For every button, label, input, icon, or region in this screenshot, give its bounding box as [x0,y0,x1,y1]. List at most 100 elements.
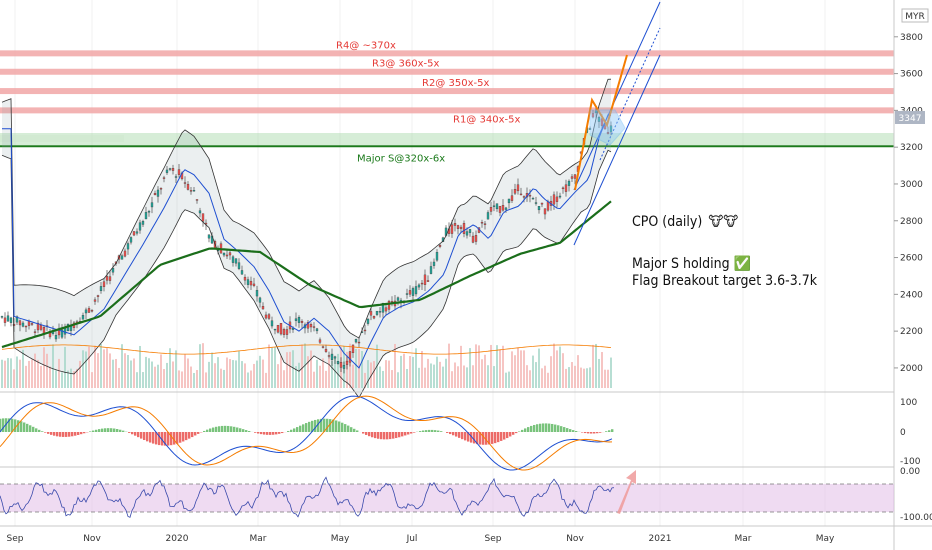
macd-histogram-bar [41,431,44,432]
volume-ma [1,344,612,355]
macd-histogram-bar [245,430,248,432]
candle-body [249,280,253,286]
volume-bar [55,370,57,388]
macd-histogram-bar [239,428,242,432]
volume-bar [97,353,99,388]
volume-bar [85,351,87,388]
candle-body [351,344,355,354]
macd-histogram-bar [59,432,62,437]
volume-bar [100,343,102,388]
macd-histogram-bar [269,432,272,435]
volume-bar [184,354,186,388]
candle-body [372,316,376,319]
volume-bar [196,370,198,388]
volume-bar [25,365,27,388]
macd-histogram-bar [515,432,518,434]
candle-body [165,169,169,173]
volume-bar [160,354,162,388]
flag-target-line [574,54,628,191]
macd-histogram-bar [8,418,11,432]
volume-bar [505,372,507,388]
candle-body [177,169,181,175]
volume-bar [601,352,603,388]
macd-histogram-bar [584,432,587,434]
volume-bar [283,370,285,388]
volume-bar [232,360,234,388]
candle-body [144,212,148,220]
candle-body [543,208,547,215]
volume-bar [31,359,33,388]
macd-histogram-bar [491,432,494,444]
macd-histogram-bar [2,418,5,432]
volume-bar [337,353,339,388]
candle-body [255,290,259,297]
time-tick-label: 2021 [649,534,672,544]
macd-histogram-bar [257,432,260,434]
candle-body [252,283,256,286]
macd-histogram-bar [29,425,32,432]
candle-body [225,254,229,257]
macd-histogram-bar [104,428,107,432]
candle-body [513,189,517,194]
volume-bar [520,350,522,388]
volume-bar [397,372,399,388]
volume-bar [241,361,243,388]
support-zone [0,133,894,145]
rsi-band [0,484,894,512]
macd-histogram-bar [446,432,449,433]
macd-histogram-bar [62,432,65,437]
volume-bar [256,360,258,388]
candle-body [333,356,337,359]
volume-bar [553,343,555,388]
time-tick-label: May [816,534,835,544]
macd-histogram-bar [83,432,86,434]
volume-bar [568,367,570,388]
resistance-band [0,68,894,75]
volume-bar [409,356,411,388]
candle-body [168,168,172,170]
volume-bar [538,348,540,388]
resistance-label: R1@ 340x-5x [453,114,520,125]
volume-bar [523,350,525,388]
candle-body [129,237,133,243]
macd-histogram-bar [437,430,440,432]
candle-body [192,190,196,192]
volume-bar [469,348,471,388]
candle-body [99,286,103,292]
macd-histogram-bar [533,424,536,432]
macd-histogram-bar [110,428,113,432]
candle-body [120,255,124,260]
macd-histogram-bar [389,432,392,440]
macd-histogram-bar [593,432,596,434]
volume-bar [175,350,177,388]
macd-histogram-bar [485,432,488,445]
volume-bar [307,356,309,388]
macd-histogram-bar [353,428,356,432]
macd-histogram-bar [560,426,563,432]
macd-histogram-bar [272,432,275,435]
volume-bar [400,355,402,388]
volume-bar [445,358,447,388]
candle-body [588,128,592,130]
candle-body [135,231,139,234]
macd-histogram-bar [314,419,317,432]
volume-bar [79,360,81,388]
macd-histogram-bar [212,427,215,432]
volume-bar [517,347,519,388]
macd-histogram-bar [131,432,134,435]
macd-histogram-bar [224,425,227,432]
macd-histogram-bar [107,428,110,432]
candle-body [279,323,283,335]
rsi-tick-label: -100.00 [900,513,932,523]
volume-bar [364,372,366,388]
macd-histogram-bar [413,432,416,433]
volume-bar [4,360,6,388]
macd-histogram-bar [122,430,125,432]
macd-histogram-bar [605,431,608,432]
candle-body [486,212,490,220]
price-tick-label: 2000 [900,364,923,374]
candle-body [456,225,460,229]
candle-body [60,329,64,338]
macd-histogram-bar [227,425,230,432]
